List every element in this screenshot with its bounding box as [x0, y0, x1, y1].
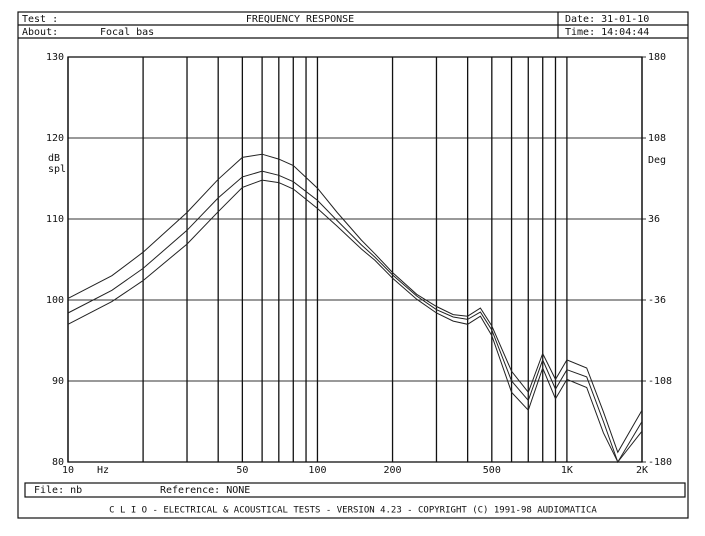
test-label: Test : [22, 14, 58, 25]
y-tick-label: 110 [46, 214, 64, 225]
y2-tick-label: 180 [648, 52, 666, 63]
y-tick-label: 80 [52, 457, 64, 468]
window-frame [17, 11, 689, 519]
about: Focal bas [100, 27, 154, 38]
x-tick-label: 100 [308, 465, 326, 476]
y-label: spl [48, 164, 66, 175]
response-curve [67, 179, 643, 463]
y2-tick-label: -108 [648, 376, 672, 387]
x-tick-label: 1K [561, 465, 573, 476]
x-unit: Hz [97, 465, 109, 476]
title: FREQUENCY RESPONSE [246, 14, 354, 25]
x-tick-label: 2K [636, 465, 648, 476]
y-tick-label: 100 [46, 295, 64, 306]
y2-tick-label: 108 [648, 133, 666, 144]
y-tick-label: 90 [52, 376, 64, 387]
y2-tick-label: -180 [648, 457, 672, 468]
x-tick-label: 10 [62, 465, 74, 476]
x-tick-label: 500 [483, 465, 501, 476]
banner: C L I O - ELECTRICAL & ACOUSTICAL TESTS … [109, 506, 597, 516]
response-curve [67, 153, 643, 454]
plot-frame [67, 56, 643, 463]
y-tick-label: 130 [46, 52, 64, 63]
date: Date: 31-01-10 [565, 14, 649, 25]
x-tick-label: 50 [236, 465, 248, 476]
y-tick-label: 120 [46, 133, 64, 144]
x-tick-label: 200 [384, 465, 402, 476]
footer-box [24, 482, 686, 498]
y2-tick-label: -36 [648, 295, 666, 306]
y2-label: Deg [648, 155, 666, 166]
reference: Reference: NONE [160, 485, 250, 496]
time: Time: 14:04:44 [565, 27, 649, 38]
y-label: dB [48, 153, 60, 164]
file: File: nb [34, 485, 82, 496]
about-label: About: [22, 27, 58, 38]
response-curve [67, 170, 643, 464]
y2-tick-label: 36 [648, 214, 660, 225]
